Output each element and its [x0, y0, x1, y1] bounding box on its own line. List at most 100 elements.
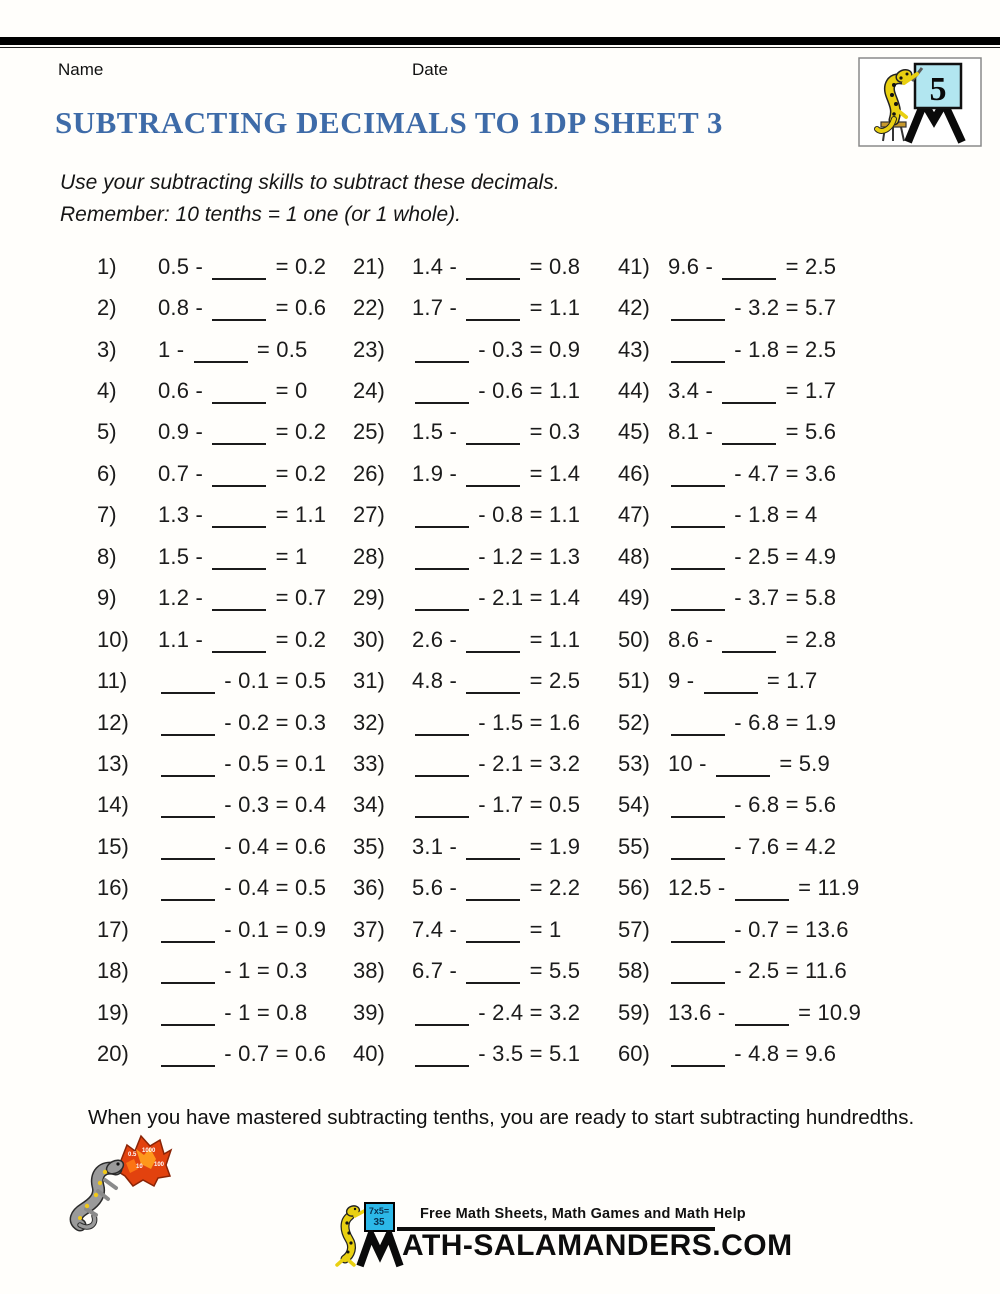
problem-number: 37) — [353, 916, 385, 942]
problem-expression: - 3.7 = 5.8 — [668, 585, 836, 612]
problem-number: 21) — [353, 253, 385, 279]
problem-expression: 4.8 - = 2.5 — [412, 668, 581, 695]
flame-number-4: 100 — [154, 1162, 165, 1168]
problem-row: 33) - 2.1 = 3.2 — [353, 743, 580, 784]
answer-blank — [671, 715, 725, 736]
problem-expression: 1.7 - = 1.1 — [412, 295, 581, 322]
problem-row: 19) - 1 = 0.8 — [97, 992, 326, 1033]
problem-row: 43) - 1.8 = 2.5 — [618, 329, 861, 370]
problem-expression: 1.2 - = 0.7 — [158, 585, 327, 612]
problem-expression: 0.6 - = 0 — [158, 378, 308, 405]
site-logo: 7x5= 35 Free Math Sheets, Math Games and… — [328, 1198, 792, 1278]
problem-expression: 3.1 - = 1.9 — [412, 833, 581, 860]
problem-number: 29) — [353, 585, 385, 611]
problem-row: 14) - 0.3 = 0.4 — [97, 785, 326, 826]
answer-blank — [722, 632, 777, 653]
problem-expression: - 0.8 = 1.1 — [412, 502, 580, 529]
answer-blank — [466, 673, 521, 695]
problem-number: 25) — [353, 419, 385, 445]
problem-row: 26) 1.9 - = 1.4 — [353, 453, 580, 494]
answer-blank — [415, 342, 469, 363]
problem-number: 52) — [618, 709, 650, 735]
answer-blank — [466, 963, 521, 985]
answer-blank — [722, 424, 777, 446]
problem-row: 45) 8.1 - = 5.6 — [618, 412, 861, 453]
problem-number: 3) — [97, 336, 117, 362]
problem-row: 44) 3.4 - = 1.7 — [618, 370, 861, 411]
logo-tagline: Free Math Sheets, Math Games and Math He… — [420, 1206, 746, 1222]
problem-expression: - 4.8 = 9.6 — [668, 1041, 836, 1068]
problem-row: 22) 1.7 - = 1.1 — [353, 287, 580, 328]
problem-number: 48) — [618, 543, 650, 569]
problem-expression: - 2.1 = 1.4 — [412, 585, 580, 612]
problem-number: 8) — [97, 543, 117, 569]
answer-blank — [716, 756, 771, 777]
site-name: ATH-SALAMANDERS.COM — [402, 1229, 793, 1262]
answer-blank — [466, 839, 521, 860]
answer-blank — [415, 797, 469, 819]
problem-row: 15) - 0.4 = 0.6 — [97, 826, 326, 867]
answer-blank — [212, 549, 267, 570]
problem-number: 26) — [353, 460, 385, 486]
problem-expression: - 1.8 = 2.5 — [668, 337, 836, 363]
problem-number: 58) — [618, 958, 650, 984]
problem-row: 49) - 3.7 = 5.8 — [618, 578, 861, 619]
answer-blank — [722, 259, 777, 280]
logo-board-line1: 7x5= — [369, 1206, 389, 1216]
problem-expression: - 2.4 = 3.2 — [412, 1000, 580, 1026]
problem-row: 58) - 2.5 = 11.6 — [618, 950, 861, 991]
problem-row: 54) - 6.8 = 5.6 — [618, 785, 861, 826]
answer-blank — [415, 383, 469, 405]
problem-row: 47) - 1.8 = 4 — [618, 495, 861, 536]
problem-number: 53) — [618, 750, 650, 776]
problem-row: 11) - 0.1 = 0.5 — [97, 660, 326, 701]
top-divider-bar — [0, 37, 1000, 45]
problem-row: 6) 0.7 - = 0.2 — [97, 453, 326, 494]
flame-salamander-image: 0.5 1000 10 100 — [69, 1134, 173, 1232]
problem-expression: - 3.2 = 5.7 — [668, 295, 836, 322]
answer-blank — [466, 632, 521, 653]
problem-expression: - 1.2 = 1.3 — [412, 544, 580, 570]
problem-row: 55) - 7.6 = 4.2 — [618, 826, 861, 867]
problem-expression: 3.4 - = 1.7 — [668, 378, 837, 405]
answer-blank — [161, 1046, 215, 1068]
problem-number: 56) — [618, 875, 650, 901]
logo-m-glyph — [356, 1230, 404, 1268]
answer-blank — [161, 922, 215, 943]
answer-blank — [161, 673, 215, 695]
problem-number: 59) — [618, 999, 650, 1025]
problem-number: 17) — [97, 916, 129, 942]
problem-row: 56) 12.5 - = 11.9 — [618, 868, 861, 909]
problem-number: 16) — [97, 875, 129, 901]
answer-blank — [671, 466, 725, 487]
answer-blank — [722, 383, 777, 405]
problem-number: 60) — [618, 1041, 650, 1067]
problem-row: 48) - 2.5 = 4.9 — [618, 536, 861, 577]
problem-number: 19) — [97, 999, 129, 1025]
answer-blank — [671, 507, 725, 529]
problem-row: 25) 1.5 - = 0.3 — [353, 412, 580, 453]
problem-expression: - 0.3 = 0.4 — [158, 792, 326, 819]
problem-row: 27) - 0.8 = 1.1 — [353, 495, 580, 536]
problem-expression: - 2.1 = 3.2 — [412, 751, 580, 777]
answer-blank — [415, 507, 469, 529]
problem-number: 51) — [618, 668, 650, 694]
problem-expression: 13.6 - = 10.9 — [668, 999, 862, 1026]
problem-expression: - 0.7 = 13.6 — [668, 917, 849, 943]
problem-number: 57) — [618, 916, 650, 942]
problem-row: 9) 1.2 - = 0.7 — [97, 578, 326, 619]
problem-expression: - 1.7 = 0.5 — [412, 792, 580, 819]
logo-rule — [397, 1227, 715, 1231]
problem-row: 40) - 3.5 = 5.1 — [353, 1033, 580, 1074]
problems-column-1: 1) 0.5 - = 0.2 2) 0.8 - = 0.6 3) 1 - = 0.5 4) 0… — [97, 246, 326, 1075]
problem-expression: 9 - = 1.7 — [668, 668, 818, 695]
problem-row: 35) 3.1 - = 1.9 — [353, 826, 580, 867]
problem-number: 1) — [97, 253, 117, 279]
name-label: Name — [58, 60, 104, 79]
instructions-line1: Use your subtracting skills to subtract … — [60, 171, 560, 194]
answer-blank — [212, 259, 267, 280]
problem-number: 36) — [353, 875, 385, 901]
answer-blank — [212, 383, 267, 405]
problem-row: 7) 1.3 - = 1.1 — [97, 495, 326, 536]
problem-number: 50) — [618, 626, 650, 652]
